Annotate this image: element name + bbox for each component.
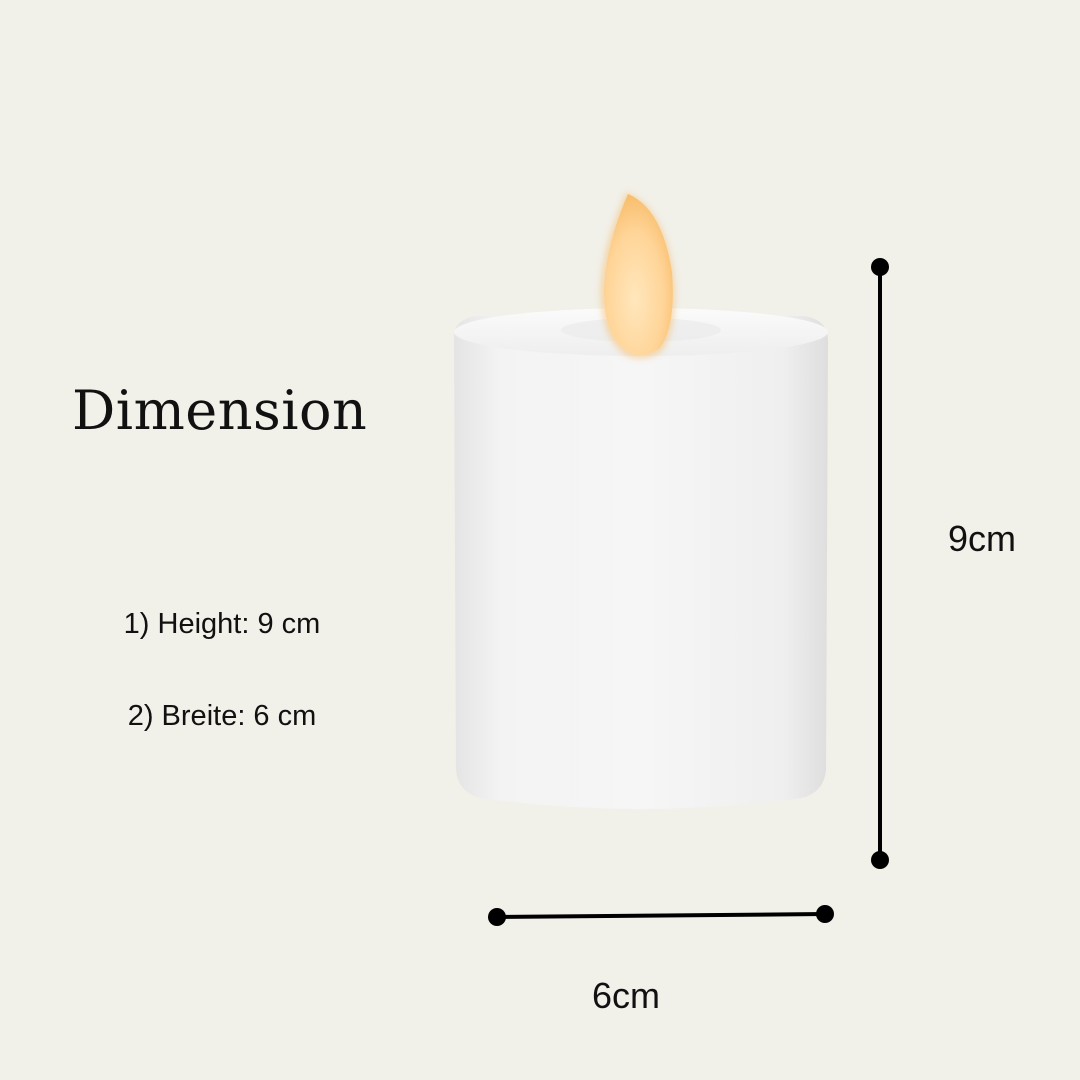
width-measure-line <box>488 905 834 926</box>
candle-body <box>453 308 828 809</box>
spec-width: 2) Breite: 6 cm <box>127 700 317 732</box>
height-label: 9cm <box>948 518 1017 559</box>
page-title: Dimension <box>72 379 368 442</box>
width-label: 6cm <box>592 975 661 1016</box>
spec-height: 1) Height: 9 cm <box>123 608 321 640</box>
flame-icon <box>600 192 676 360</box>
height-measure-line <box>871 258 889 869</box>
candle-image <box>453 192 828 809</box>
